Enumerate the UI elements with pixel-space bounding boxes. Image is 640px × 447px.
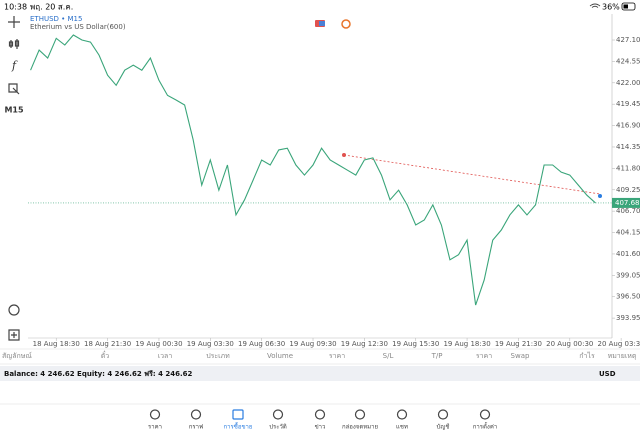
battery-icon (621, 2, 636, 11)
column-header: Volume (267, 352, 293, 360)
column-header: เวลา (158, 352, 173, 360)
account-row (0, 366, 640, 381)
y-tick-label: 427.10 (616, 36, 640, 44)
chart-title: ETHUSD • M15 (30, 15, 82, 23)
column-header: ราคา (476, 352, 492, 360)
table-header: สัญลักษณ์ ตั๋ว เวลา ประเภท Volume ราคา S/L T/P ร… (2, 351, 637, 360)
trend-line[interactable] (343, 154, 601, 195)
x-tick-label: 19 Aug 00:30 (135, 340, 182, 348)
tab[interactable]: การซื้อขาย (224, 409, 253, 431)
tab-icon (190, 409, 202, 420)
column-header: Swap (511, 352, 530, 360)
column-header: ประเภท (206, 352, 230, 360)
tab-label: ราคา (148, 424, 162, 431)
account-currency: USD (599, 370, 616, 378)
tab-icon (314, 409, 326, 420)
tab[interactable]: กราฟ (189, 409, 203, 431)
y-tick-label: 409.25 (616, 186, 640, 194)
new-order-tool[interactable] (8, 329, 20, 341)
tab-icon (272, 409, 284, 420)
x-tick-label: 18 Aug 21:30 (84, 340, 131, 348)
timeframe[interactable]: M15 (4, 106, 24, 115)
one-click-toggle[interactable] (341, 19, 351, 29)
y-tick-label: 406.70 (616, 207, 640, 215)
tab-label: แชท (396, 424, 408, 431)
tab[interactable]: บัญชี (437, 409, 450, 431)
account-summary: Balance: 4 246.62 Equity: 4 246.62 ฟรี: … (4, 370, 193, 378)
tab[interactable]: กล่องจดหมาย (342, 409, 378, 431)
y-tick-label: 416.90 (616, 122, 640, 130)
x-tick-label: 20 Aug 00:30 (546, 340, 593, 348)
x-tick-label: 19 Aug 03:30 (187, 340, 234, 348)
plot: 427.10 424.55 422.00 419.45 416.90 414.35 411.… (28, 34, 640, 348)
tab[interactable]: การตั้งค่า (473, 409, 497, 431)
tab[interactable]: ประวัติ (269, 409, 287, 431)
y-tick-label: 401.60 (616, 250, 640, 258)
tab[interactable]: ข่าว (314, 409, 326, 431)
tab-label: กล่องจดหมาย (342, 424, 378, 431)
buy-button-part (319, 21, 325, 26)
current-price-label: 407.68 (615, 199, 640, 207)
y-tick-label: 404.15 (616, 229, 640, 237)
objects-tool[interactable] (8, 83, 20, 95)
column-header: ตั๋ว (101, 351, 110, 360)
status-date: พฤ. 20 ส.ค. (30, 3, 73, 12)
tab-label: กราฟ (189, 424, 203, 431)
tab-label: ข่าว (315, 424, 326, 431)
tab-icon (437, 409, 449, 420)
tab-label: การซื้อขาย (224, 421, 253, 431)
column-header: ราคา (329, 352, 345, 360)
y-tick-label: 399.05 (616, 271, 640, 279)
y-tick-label: 411.80 (616, 164, 640, 172)
wifi-icon (589, 3, 601, 8)
tab-label: บัญชี (437, 423, 450, 431)
tab-label: การตั้งค่า (473, 421, 497, 431)
price-line (30, 34, 596, 306)
x-tick-label: 19 Aug 21:30 (495, 340, 542, 348)
x-tick-label: 19 Aug 09:30 (289, 340, 336, 348)
x-tick-label: 19 Aug 06:30 (238, 340, 285, 348)
y-tick-label: 422.00 (616, 79, 640, 87)
tab-icon (354, 409, 366, 420)
trend-anchor[interactable] (342, 153, 346, 157)
tab-icon (396, 409, 408, 420)
tab-icon (149, 409, 161, 420)
column-header: S/L (383, 352, 394, 360)
x-tick-label: 19 Aug 15:30 (392, 340, 439, 348)
y-tick-label: 396.50 (616, 293, 640, 301)
tab-icon (479, 409, 491, 420)
tab-label: ประวัติ (269, 424, 287, 431)
chart-type-tool[interactable] (8, 39, 20, 49)
battery-level (623, 4, 628, 9)
zoom-tool[interactable] (8, 304, 20, 316)
chart-subtitle: Etherium vs US Dollar(600) (30, 23, 126, 31)
x-tick-label: 18 Aug 18:30 (33, 340, 80, 348)
y-tick-label: 424.55 (616, 57, 640, 65)
x-tick-label: 19 Aug 12:30 (341, 340, 388, 348)
x-tick-label: 19 Aug 18:30 (443, 340, 490, 348)
current-price-box (612, 197, 640, 208)
tab[interactable]: ราคา (148, 409, 162, 431)
trend-anchor[interactable] (598, 194, 602, 198)
tab-icon (232, 409, 244, 420)
x-tick-label: 20 Aug 03:30 (598, 340, 640, 348)
y-tick-label: 414.35 (616, 143, 640, 151)
tab-bar: ราคา กราฟ การซื้อขาย ประวัติ ข่าว กล่องจดหมาย… (148, 409, 497, 431)
column-header: T/P (431, 352, 443, 360)
column-header: กำไร (579, 351, 595, 360)
indicators-tool[interactable]: f (11, 59, 18, 72)
y-tick-label: 393.95 (616, 314, 640, 322)
y-tick-label: 419.45 (616, 100, 640, 108)
column-header: หมายเหตุ (608, 352, 637, 360)
column-header: สัญลักษณ์ (2, 352, 32, 360)
crosshair-tool[interactable] (8, 16, 20, 28)
tab[interactable]: แชท (396, 409, 408, 431)
status-battery: 36% (602, 3, 620, 12)
status-time: 10:38 (4, 3, 27, 12)
